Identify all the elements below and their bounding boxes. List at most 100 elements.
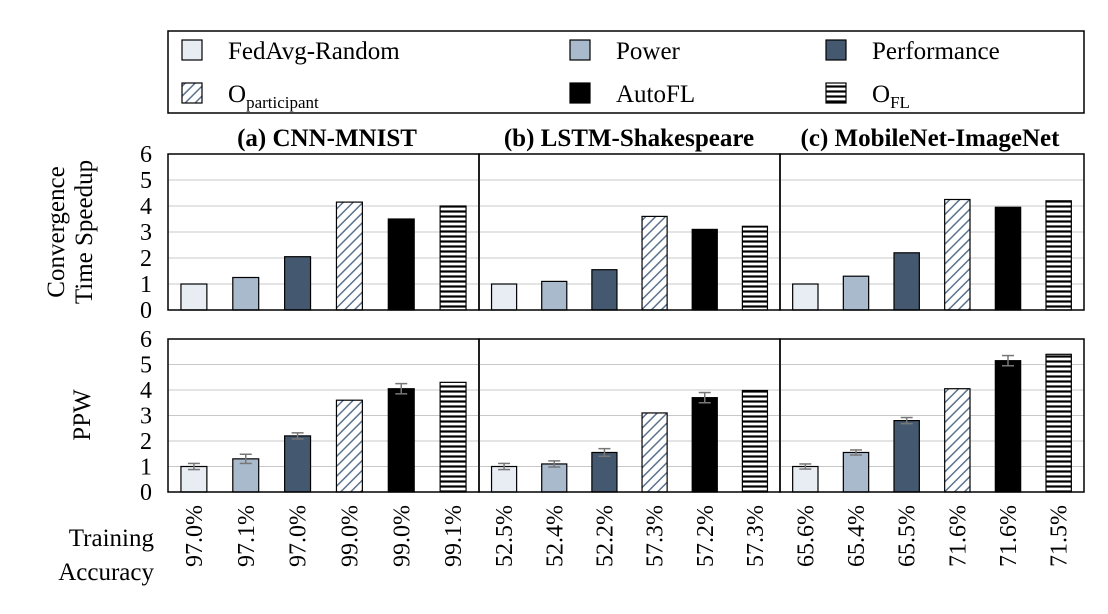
bar-ppw-power: [842, 451, 870, 493]
accuracy-label: 99.0%: [337, 505, 363, 567]
error-bar-autofl: [395, 382, 408, 395]
bar-speedup-fedavg: [490, 283, 518, 311]
legend-swatch-power: [569, 39, 591, 61]
y-tick-label: 2: [140, 429, 152, 455]
legend-swatch-oparticipant: [181, 82, 203, 104]
legend-swatch-fedavg: [181, 39, 203, 61]
bar-ppw-fedavg: [490, 465, 518, 493]
bar-speedup-ofl: [1045, 200, 1072, 311]
error-bar-autofl: [1002, 354, 1014, 367]
panel-title-0: (a) CNN-MNIST: [237, 125, 417, 152]
bar-speedup-ofl: [439, 205, 467, 311]
bar-speedup-performance: [591, 269, 618, 311]
accuracy-label: 71.5%: [1047, 505, 1073, 567]
y-tick-label: 1: [140, 455, 152, 481]
bar-speedup-oparticipant: [944, 198, 971, 311]
y-tick-label: 4: [140, 194, 152, 220]
bar-speedup-ofl: [741, 225, 769, 311]
accuracy-label: 65.6%: [793, 505, 819, 567]
legend-label-main: AutoFL: [616, 81, 695, 108]
accuracy-label: 97.0%: [182, 505, 208, 567]
accuracy-label: 65.4%: [844, 505, 870, 567]
legend-box: [167, 30, 1085, 114]
accuracy-label: 71.6%: [996, 505, 1022, 567]
accuracy-labels: 97.0% 97.1% 97.0% 99.0% 99.0% 99.1% 52.5% 52.4%…: [58, 505, 1072, 586]
bar-ppw-oparticipant: [944, 388, 971, 493]
error-bar-fedavg: [498, 462, 511, 471]
y-tick-label: 3: [140, 404, 152, 430]
bar-speedup-oparticipant: [335, 201, 363, 311]
legend-swatch-performance: [825, 39, 847, 61]
y-tick-label: 2: [140, 246, 152, 272]
bar-ppw-performance: [284, 435, 312, 493]
bar-ppw-autofl: [994, 360, 1022, 493]
error-bar-power: [239, 453, 252, 465]
accuracy-label: 52.5%: [492, 505, 518, 567]
accuracy-label: 52.4%: [542, 505, 568, 567]
legend-label-oparticipant: Oparticipant: [228, 81, 319, 112]
y-tick-label: 0: [140, 480, 152, 506]
error-bar-power: [850, 449, 862, 456]
bar-ppw-oparticipant: [641, 412, 668, 493]
y-tick-label: 4: [140, 378, 152, 404]
accuracy-label: 99.0%: [389, 505, 415, 567]
legend-label-main: Power: [616, 38, 681, 65]
legend-swatch-ofl: [825, 82, 847, 104]
y-axis-labels: Convergence Time Speedup PPW: [43, 160, 98, 441]
bar-speedup-oparticipant: [641, 215, 668, 311]
legend-swatch-autofl: [569, 82, 591, 104]
accuracy-row-label: Accuracy: [58, 559, 154, 586]
y-tick-label: 5: [140, 168, 152, 194]
error-bar-performance: [598, 447, 611, 458]
panel-title-1: (b) LSTM-Shakespeare: [504, 125, 754, 152]
y-axis-label: Convergence: [43, 166, 70, 297]
accuracy-label: 97.1%: [234, 505, 260, 567]
accuracy-label: 65.5%: [895, 505, 921, 567]
legend: FedAvg-Random Power Performance Oparticipan…: [167, 30, 1085, 114]
panel-title-2: (c) MobileNet-ImageNet: [801, 125, 1061, 152]
bar-ppw-performance: [591, 451, 618, 493]
bar-speedup-autofl: [994, 206, 1022, 311]
legend-label-power: Power: [616, 38, 681, 65]
bar-ppw-oparticipant: [335, 399, 363, 493]
legend-label-main: O: [872, 81, 890, 108]
bar-speedup-fedavg: [792, 283, 819, 311]
bar-speedup-power: [541, 280, 568, 311]
bar-ppw-fedavg: [180, 465, 208, 493]
bar-ppw-power: [232, 458, 260, 493]
panel-frame: [779, 338, 1085, 493]
bar-ppw-autofl: [387, 388, 415, 493]
error-bar-autofl: [698, 391, 711, 404]
y-tick-label: 5: [140, 353, 152, 379]
bar-ppw-fedavg: [792, 465, 819, 493]
bar-ppw-ofl: [1045, 353, 1072, 493]
bar-speedup-autofl: [691, 228, 718, 311]
error-bar-fedavg: [187, 462, 200, 471]
legend-label-performance: Performance: [872, 38, 1000, 65]
bar-ppw-power: [541, 463, 568, 493]
bar-ppw-autofl: [691, 397, 718, 493]
y-tick-label: 6: [140, 142, 152, 168]
bar-ppw-ofl: [439, 381, 467, 493]
y-tick-label: 1: [140, 272, 152, 298]
accuracy-label: 57.3%: [643, 505, 669, 567]
error-bar-performance: [900, 416, 913, 425]
bar-speedup-performance: [893, 252, 920, 311]
accuracy-label: 71.6%: [945, 505, 971, 567]
bar-speedup-fedavg: [180, 283, 208, 311]
accuracy-row-label: Training: [69, 525, 155, 552]
error-bar-power: [548, 460, 561, 468]
error-bar-performance: [291, 432, 304, 440]
y-tick-label: 0: [140, 298, 152, 324]
y-tick-label: 6: [140, 327, 152, 353]
bar-speedup-autofl: [387, 218, 415, 311]
bar-ppw-ofl: [741, 389, 769, 493]
bar-speedup-performance: [284, 256, 312, 311]
y-axis-label: PPW: [69, 389, 96, 441]
y-axis-label: Time Speedup: [71, 160, 98, 304]
bar-speedup-power: [232, 276, 260, 311]
panel-frame: [779, 153, 1085, 311]
accuracy-label: 57.2%: [693, 505, 719, 567]
